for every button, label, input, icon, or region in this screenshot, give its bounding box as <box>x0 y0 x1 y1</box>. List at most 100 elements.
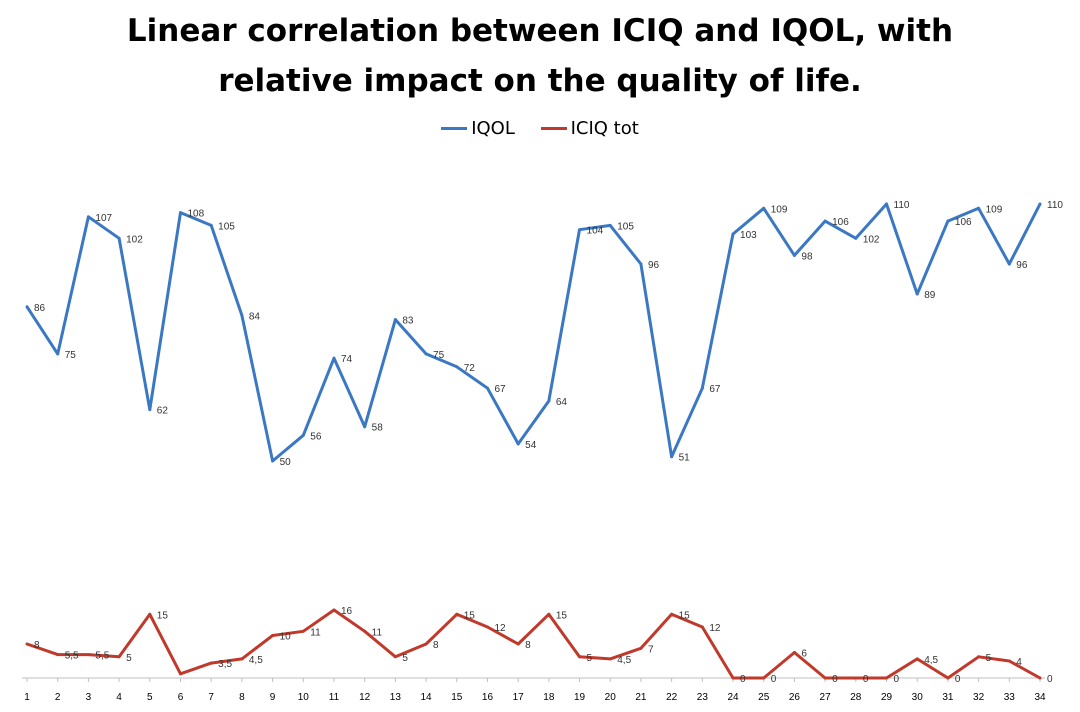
data-point-iciq <box>240 657 244 661</box>
x-tick-label: 21 <box>635 692 647 703</box>
data-label-iqol: 50 <box>280 457 292 468</box>
data-point-iqol <box>56 352 60 356</box>
legend-label-iciq: ICIQ tot <box>570 118 639 139</box>
data-point-iciq <box>731 676 735 680</box>
data-point-iqol <box>363 425 367 429</box>
data-label-iqol: 67 <box>709 384 721 395</box>
data-label-iciq: 16 <box>341 606 353 617</box>
data-label-iqol: 75 <box>65 350 77 361</box>
data-label-iqol: 96 <box>648 260 660 271</box>
data-point-iciq <box>578 655 582 659</box>
x-tick-label: 10 <box>298 692 310 703</box>
data-point-iqol <box>977 206 981 210</box>
data-label-iqol: 106 <box>955 217 972 228</box>
data-point-iqol <box>1007 262 1011 266</box>
data-point-iciq <box>209 661 213 665</box>
data-point-iqol <box>670 455 674 459</box>
data-label-iqol: 83 <box>402 316 414 327</box>
data-point-iqol <box>700 386 704 390</box>
legend-swatch-iciq <box>540 127 567 130</box>
data-point-iciq <box>885 676 889 680</box>
data-point-iqol <box>86 215 90 219</box>
x-tick-label: 15 <box>451 692 463 703</box>
data-label-iqol: 109 <box>771 204 788 215</box>
data-point-iqol <box>25 305 29 309</box>
x-tick-label: 7 <box>208 692 214 703</box>
data-label-iqol: 75 <box>433 350 445 361</box>
chart-title-line-2: relative impact on the quality of life. <box>218 63 862 99</box>
data-point-iciq <box>455 612 459 616</box>
data-label-iqol: 110 <box>1047 200 1063 211</box>
data-point-iqol <box>608 223 612 227</box>
data-label-iciq: 11 <box>310 627 321 638</box>
chart-title: Linear correlation between ICIQ and IQOL… <box>0 6 1080 106</box>
x-tick-label: 32 <box>973 692 985 703</box>
data-label-iciq: 5 <box>126 653 132 664</box>
data-label-iqol: 105 <box>617 221 634 232</box>
data-label-iqol: 109 <box>986 204 1003 215</box>
data-label-iciq: 7 <box>648 644 654 655</box>
data-label-iciq: 4,5 <box>249 655 263 666</box>
data-label-iciq: 0 <box>771 674 777 685</box>
data-label-iciq: 3,5 <box>218 659 232 670</box>
data-point-iqol <box>1038 202 1042 206</box>
x-tick-label: 31 <box>942 692 954 703</box>
x-tick-label: 29 <box>881 692 893 703</box>
x-tick-label: 1 <box>24 692 30 703</box>
data-point-iciq <box>363 629 367 633</box>
data-point-iciq <box>301 629 305 633</box>
data-point-iciq <box>117 655 121 659</box>
data-point-iciq <box>670 612 674 616</box>
x-tick-label: 9 <box>270 692 276 703</box>
data-label-iciq: 11 <box>372 627 383 638</box>
data-label-iqol: 64 <box>556 397 568 408</box>
data-label-iciq: 0 <box>1047 674 1053 685</box>
data-label-iciq: 4,5 <box>924 655 938 666</box>
x-tick-label: 30 <box>912 692 924 703</box>
data-label-iqol: 72 <box>464 363 476 374</box>
x-tick-label: 5 <box>147 692 153 703</box>
data-label-iqol: 67 <box>494 384 506 395</box>
data-point-iciq <box>1038 676 1042 680</box>
x-tick-label: 6 <box>178 692 184 703</box>
data-point-iqol <box>301 433 305 437</box>
data-point-iciq <box>271 634 275 637</box>
data-label-iqol: 62 <box>157 406 169 417</box>
data-label-iciq: 5 <box>587 653 593 664</box>
data-point-iciq <box>977 655 981 659</box>
data-label-iqol: 56 <box>310 431 322 442</box>
x-tick-label: 16 <box>482 692 494 703</box>
data-label-iqol: 96 <box>1016 260 1028 271</box>
data-point-iqol <box>823 219 827 223</box>
data-label-iciq: 5 <box>402 653 408 664</box>
data-point-iqol <box>424 352 428 356</box>
data-label-iciq: 4,5 <box>617 655 631 666</box>
data-label-iciq: 15 <box>556 610 568 621</box>
data-point-iciq <box>86 653 90 657</box>
data-label-iqol: 105 <box>218 221 235 232</box>
data-label-iqol: 58 <box>372 423 384 434</box>
data-point-iciq <box>547 612 551 616</box>
x-tick-label: 19 <box>574 692 586 703</box>
data-point-iqol <box>455 365 459 369</box>
data-label-iqol: 106 <box>832 217 849 228</box>
data-label-iqol: 86 <box>34 303 46 314</box>
x-tick-label: 3 <box>86 692 92 703</box>
data-label-iciq: 0 <box>740 674 746 685</box>
x-tick-label: 20 <box>605 692 617 703</box>
data-label-iciq: 8 <box>433 640 439 651</box>
data-label-iciq: 8 <box>34 640 40 651</box>
data-point-iqol <box>240 313 244 317</box>
data-label-iciq: 10 <box>280 632 292 643</box>
x-tick-label: 11 <box>329 692 340 703</box>
data-label-iciq: 6 <box>801 649 807 660</box>
x-tick-label: 4 <box>116 692 122 703</box>
legend-swatch-iqol <box>441 127 468 130</box>
data-label-iciq: 15 <box>157 610 169 621</box>
legend-item-iciq: ICIQ tot <box>540 118 639 139</box>
legend-item-iqol: IQOL <box>441 118 515 139</box>
data-label-iqol: 74 <box>341 354 353 365</box>
data-point-iciq <box>823 676 827 680</box>
data-point-iciq <box>424 642 428 646</box>
data-label-iciq: 0 <box>832 674 838 685</box>
